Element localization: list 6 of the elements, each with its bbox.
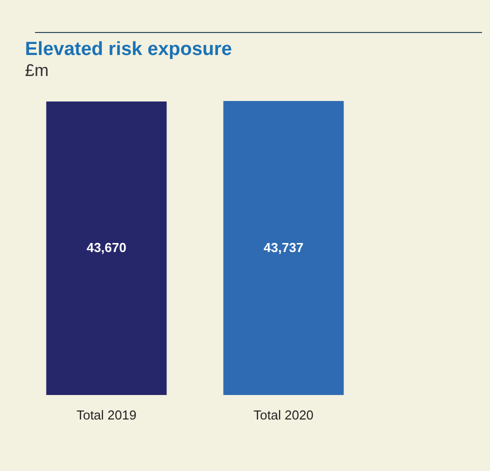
data-label: 43,670	[86, 240, 126, 256]
chart-subtitle: £m	[25, 61, 49, 80]
data-label: 43,737	[264, 240, 304, 255]
chart-title: Elevated risk exposure	[25, 39, 232, 60]
x-tick-label: Total 2020	[254, 408, 314, 422]
x-tick-label: Total 2019	[76, 408, 136, 422]
